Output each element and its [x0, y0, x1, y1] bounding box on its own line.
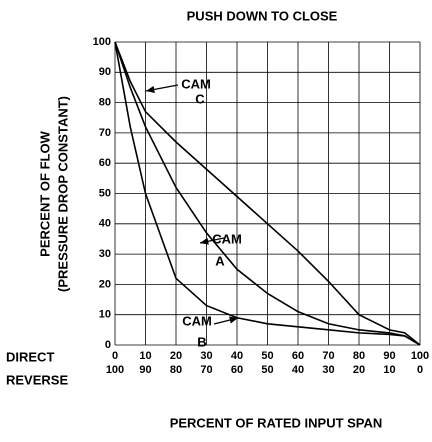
y-tick-label: 100 [93, 36, 111, 48]
y-tick-label: 90 [99, 66, 111, 78]
curve [114, 41, 421, 346]
curve-label: CAM [182, 313, 212, 328]
y-tick-label: 10 [99, 309, 111, 321]
curve [114, 41, 421, 346]
x-tick-label: 10 [139, 350, 151, 362]
x-tick-label: 80 [353, 350, 365, 362]
x-tick-label: 100 [411, 350, 429, 362]
x2-tick-label: 30 [322, 364, 334, 376]
x-tick-label: 60 [292, 350, 304, 362]
x-tick-label: 90 [383, 350, 395, 362]
curve-label: B [197, 334, 206, 349]
curve-label: CAM [181, 76, 211, 91]
x-axis-label: PERCENT OF RATED INPUT SPAN [170, 415, 383, 430]
y-tick-label: 40 [99, 218, 111, 230]
x2-tick-label: 60 [231, 364, 243, 376]
x-tick-label: 70 [322, 350, 334, 362]
x-tick-label: 0 [112, 350, 118, 362]
row-label: DIRECT [6, 349, 54, 364]
arrow [145, 84, 179, 93]
curve-label: C [195, 91, 205, 106]
y-tick-label: 20 [99, 278, 111, 290]
x2-tick-label: 20 [353, 364, 365, 376]
y-tick-label: 30 [99, 248, 111, 260]
x2-tick-label: 40 [292, 364, 304, 376]
x-tick-label: 50 [261, 350, 273, 362]
y-tick-label: 0 [105, 339, 111, 351]
y-tick-label: 80 [99, 97, 111, 109]
x2-tick-label: 80 [170, 364, 182, 376]
y-tick-label: 70 [99, 127, 111, 139]
curve [114, 41, 421, 346]
y-tick-label: 60 [99, 157, 111, 169]
x2-tick-label: 0 [417, 364, 423, 376]
chart-title: PUSH DOWN TO CLOSE [187, 8, 338, 23]
x-tick-label: 20 [170, 350, 182, 362]
curve-label: A [215, 253, 225, 268]
y-tick-label: 50 [99, 187, 111, 199]
x-tick-label: 40 [231, 350, 243, 362]
curve-label: CAM [212, 231, 242, 246]
x-tick-label: 30 [200, 350, 212, 362]
y-axis-label: PERCENT OF FLOW [37, 130, 52, 256]
row-label: REVERSE [6, 372, 68, 387]
x2-tick-label: 100 [106, 364, 124, 376]
x2-tick-label: 70 [200, 364, 212, 376]
y-axis-label: (PRESSURE DROP CONSTANT) [55, 96, 70, 292]
x2-tick-label: 90 [139, 364, 151, 376]
x2-tick-label: 10 [383, 364, 395, 376]
x2-tick-label: 50 [261, 364, 273, 376]
arrow [213, 316, 239, 325]
